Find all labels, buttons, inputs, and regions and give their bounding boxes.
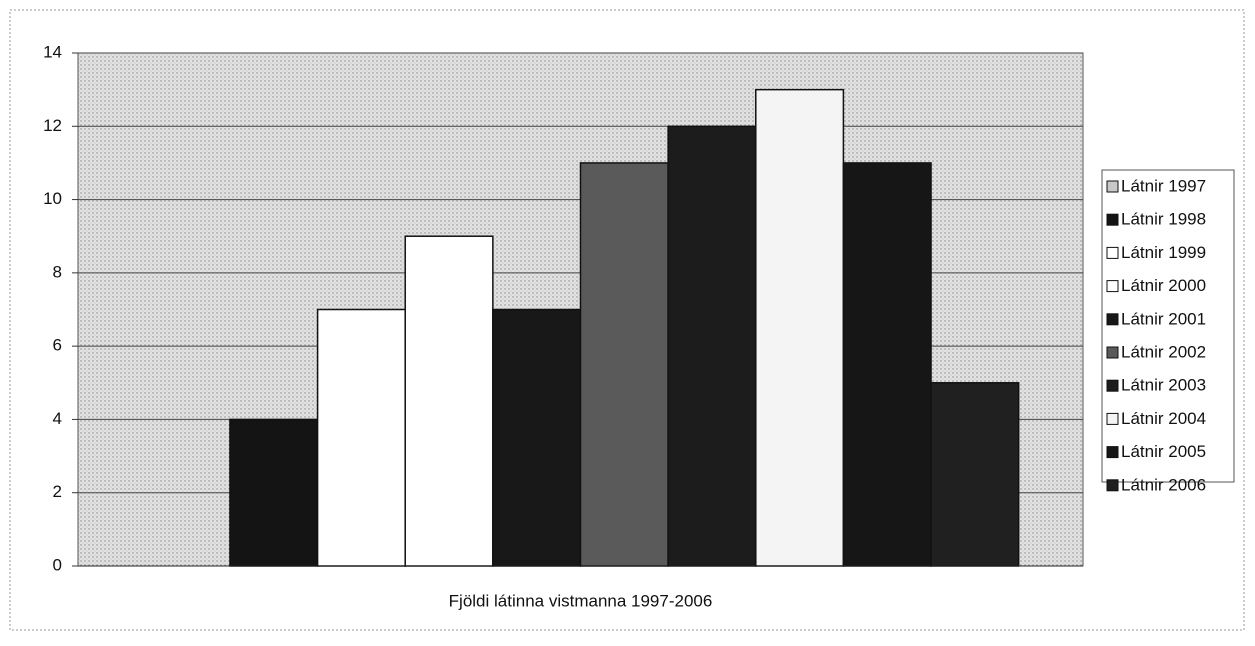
legend-swatch [1106, 446, 1119, 459]
x-axis-label: Fjöldi látinna vistmanna 1997-2006 [449, 591, 713, 610]
y-tick-label: 12 [43, 116, 62, 135]
legend-swatch [1106, 246, 1119, 259]
legend-swatch [1106, 313, 1119, 326]
legend [1101, 169, 1235, 483]
legend-swatch [1106, 379, 1119, 392]
bar [316, 308, 406, 567]
legend-label: Látnir 2003 [1121, 376, 1206, 395]
y-tick-label: 10 [43, 189, 62, 208]
legend-swatch [1106, 213, 1119, 226]
bar [404, 235, 494, 567]
y-tick-label: 8 [53, 262, 62, 281]
legend-label: Látnir 2001 [1121, 309, 1206, 328]
legend-label: Látnir 1999 [1121, 243, 1206, 262]
y-tick-label: 6 [53, 336, 62, 355]
bar [930, 382, 1020, 567]
legend-label: Látnir 2006 [1121, 475, 1206, 494]
legend-label: Látnir 2005 [1121, 442, 1206, 461]
bar [492, 308, 582, 567]
y-tick-label: 14 [43, 42, 62, 61]
bar [667, 125, 757, 567]
legend-label: Látnir 1998 [1121, 210, 1206, 229]
legend-swatch [1106, 280, 1119, 293]
legend-swatch [1106, 412, 1119, 425]
y-tick-label: 0 [53, 555, 62, 574]
legend-swatch [1106, 479, 1119, 492]
legend-label: Látnir 2000 [1121, 276, 1206, 295]
legend-swatch [1106, 346, 1119, 359]
bar [579, 162, 669, 567]
legend-label: Látnir 1997 [1121, 176, 1206, 195]
legend-swatch [1106, 180, 1119, 193]
bar [229, 418, 319, 567]
bar [842, 162, 932, 567]
legend-label: Látnir 2004 [1121, 409, 1206, 428]
bar [755, 88, 845, 567]
legend-label: Látnir 2002 [1121, 342, 1206, 361]
y-tick-label: 4 [53, 409, 62, 428]
y-tick-label: 2 [53, 482, 62, 501]
